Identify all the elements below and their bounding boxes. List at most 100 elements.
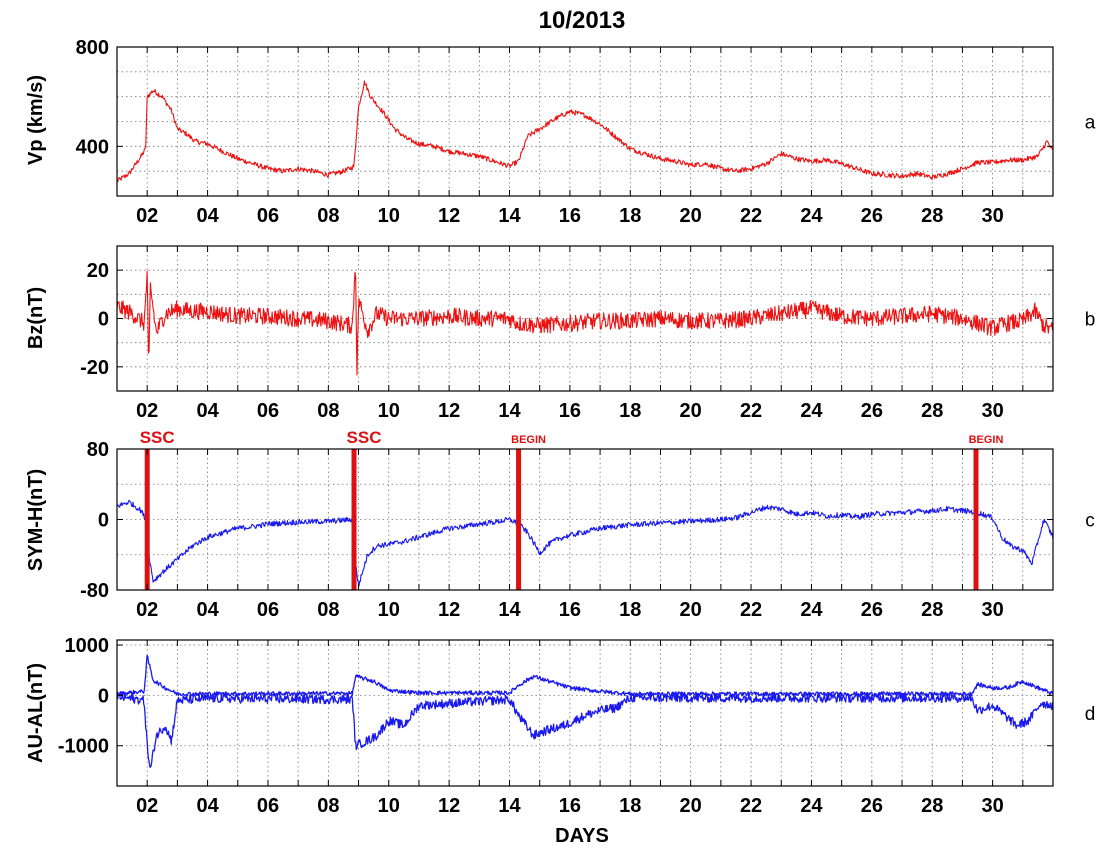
- y-tick-label-b-2: 20: [87, 260, 109, 282]
- x-tick-label-c-12: 12: [438, 599, 460, 621]
- panel-a: 02 04 06 08 10 12 14 16 18 20 22 24 26 28 30 400 800 Vp (…: [25, 37, 1096, 227]
- x-tick-label-d-08: 08: [317, 795, 339, 817]
- grid-d: [117, 640, 1053, 786]
- event-line-begin-2: [516, 449, 522, 590]
- x-tick-label-c-20: 20: [680, 599, 702, 621]
- x-tick-label-b-20: 20: [680, 400, 702, 422]
- x-tick-label-d-22: 22: [740, 795, 762, 817]
- x-tick-label-d-24: 24: [800, 795, 823, 817]
- axes-frame-d: [116, 639, 1054, 787]
- y-tick-label-a-1: 800: [76, 37, 109, 59]
- series-line-a: [116, 80, 1054, 183]
- y-tick-label-d-0: 1000: [65, 635, 110, 657]
- x-tick-label-a-26: 26: [861, 205, 883, 227]
- x-tick-label-a-22: 22: [740, 205, 762, 227]
- panel-letter-c: c: [1085, 511, 1095, 532]
- x-tick-label-a-16: 16: [559, 205, 581, 227]
- x-tick-label-c-28: 28: [921, 599, 943, 621]
- x-tick-label-b-08: 08: [317, 400, 339, 422]
- x-tick-label-d-30: 30: [981, 795, 1003, 817]
- x-tick-label-a-06: 06: [257, 205, 279, 227]
- x-tick-label-d-04: 04: [196, 795, 219, 817]
- x-tick-label-c-18: 18: [619, 599, 641, 621]
- x-tick-label-c-16: 16: [559, 599, 581, 621]
- event-label-3: BEGIN: [969, 434, 1004, 446]
- x-tick-label-b-14: 14: [498, 400, 521, 422]
- x-tick-label-b-28: 28: [921, 400, 943, 422]
- y-tick-label-a-0: 400: [76, 136, 109, 158]
- event-label-2: BEGIN: [511, 434, 546, 446]
- panel-letter-d: d: [1085, 704, 1096, 725]
- series-line-b: [116, 270, 1054, 376]
- x-tick-label-d-28: 28: [921, 795, 943, 817]
- series-line-c: [116, 469, 1054, 587]
- x-tick-label-a-04: 04: [196, 205, 219, 227]
- panel-b: 02 04 06 08 10 12 14 16 18 20 22 24 26 28 30 -20 0 20 Bz(n…: [25, 245, 1096, 422]
- x-tick-label-a-08: 08: [317, 205, 339, 227]
- x-tick-label-a-02: 02: [136, 205, 158, 227]
- x-tick-label-d-14: 14: [498, 795, 521, 817]
- x-tick-label-c-02: 02: [136, 599, 158, 621]
- x-tick-label-b-06: 06: [257, 400, 279, 422]
- x-tick-label-c-26: 26: [861, 599, 883, 621]
- x-tick-label-a-24: 24: [800, 205, 823, 227]
- y-tick-label-c-2: 80: [87, 439, 109, 461]
- event-line-ssc-1: [351, 449, 357, 590]
- panel-letter-a: a: [1085, 113, 1096, 134]
- x-tick-label-b-18: 18: [619, 400, 641, 422]
- x-tick-label-d-18: 18: [619, 795, 641, 817]
- x-axis-label: DAYS: [555, 825, 609, 847]
- y-tick-label-c-1: 0: [98, 510, 109, 532]
- x-tick-label-c-24: 24: [800, 599, 823, 621]
- panel-letter-b: b: [1085, 310, 1096, 331]
- x-tick-label-d-12: 12: [438, 795, 460, 817]
- x-tick-label-a-14: 14: [498, 205, 521, 227]
- chart-title: 10/2013: [539, 7, 626, 34]
- event-line-ssc-0: [144, 449, 150, 590]
- x-tick-label-b-12: 12: [438, 400, 460, 422]
- axes-frame-a: [116, 46, 1054, 197]
- grid-c: [117, 449, 1053, 590]
- x-tick-label-d-16: 16: [559, 795, 581, 817]
- x-tick-label-c-30: 30: [981, 599, 1003, 621]
- x-tick-label-c-10: 10: [378, 599, 400, 621]
- x-tick-label-a-28: 28: [921, 205, 943, 227]
- x-tick-label-a-30: 30: [981, 205, 1003, 227]
- y-tick-label-d-1: 0: [98, 685, 109, 707]
- x-tick-label-b-26: 26: [861, 400, 883, 422]
- series-line-d-al: [116, 692, 1054, 768]
- x-tick-label-d-02: 02: [136, 795, 158, 817]
- event-label-0: SSC: [140, 428, 175, 447]
- x-tick-label-b-02: 02: [136, 400, 158, 422]
- x-tick-label-d-26: 26: [861, 795, 883, 817]
- x-tick-label-b-04: 04: [196, 400, 219, 422]
- y-axis-label-a: Vp (km/s): [25, 75, 47, 165]
- x-tick-label-a-20: 20: [680, 205, 702, 227]
- y-tick-label-c-0: -80: [80, 580, 109, 602]
- x-tick-label-b-24: 24: [800, 400, 823, 422]
- y-axis-label-b: Bz(nT): [25, 287, 47, 349]
- x-tick-label-c-04: 04: [196, 599, 219, 621]
- x-tick-label-d-20: 20: [680, 795, 702, 817]
- event-label-1: SSC: [347, 428, 382, 447]
- event-line-begin-3: [973, 449, 979, 590]
- x-tick-label-a-10: 10: [378, 205, 400, 227]
- grid-a: [117, 47, 1053, 196]
- x-tick-label-c-06: 06: [257, 599, 279, 621]
- x-tick-label-b-10: 10: [378, 400, 400, 422]
- x-tick-label-b-22: 22: [740, 400, 762, 422]
- x-tick-label-b-16: 16: [559, 400, 581, 422]
- x-tick-label-b-30: 30: [981, 400, 1003, 422]
- series-line-d-au: [116, 654, 1054, 697]
- x-tick-label-d-06: 06: [257, 795, 279, 817]
- panel-d: 02 04 06 08 10 12 14 16 18 20 22 24 26 28 30 1000 0 -1000…: [25, 635, 1095, 817]
- x-tick-label-a-12: 12: [438, 205, 460, 227]
- y-axis-label-c: SYM-H(nT): [25, 469, 47, 571]
- x-tick-label-d-10: 10: [378, 795, 400, 817]
- x-tick-label-a-18: 18: [619, 205, 641, 227]
- x-tick-label-c-22: 22: [740, 599, 762, 621]
- x-tick-label-c-08: 08: [317, 599, 339, 621]
- y-tick-label-b-0: -20: [80, 357, 109, 379]
